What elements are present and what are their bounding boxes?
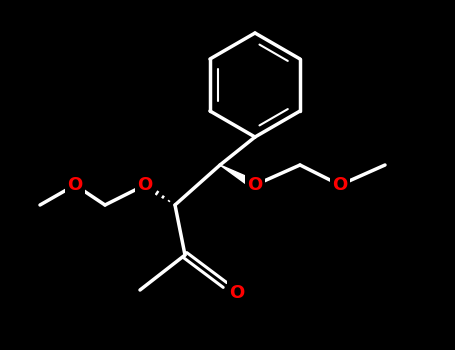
Text: O: O [332,176,348,194]
Polygon shape [220,165,257,189]
Text: O: O [137,176,152,194]
Text: O: O [248,176,263,194]
Text: O: O [229,284,245,302]
Text: O: O [67,176,83,194]
